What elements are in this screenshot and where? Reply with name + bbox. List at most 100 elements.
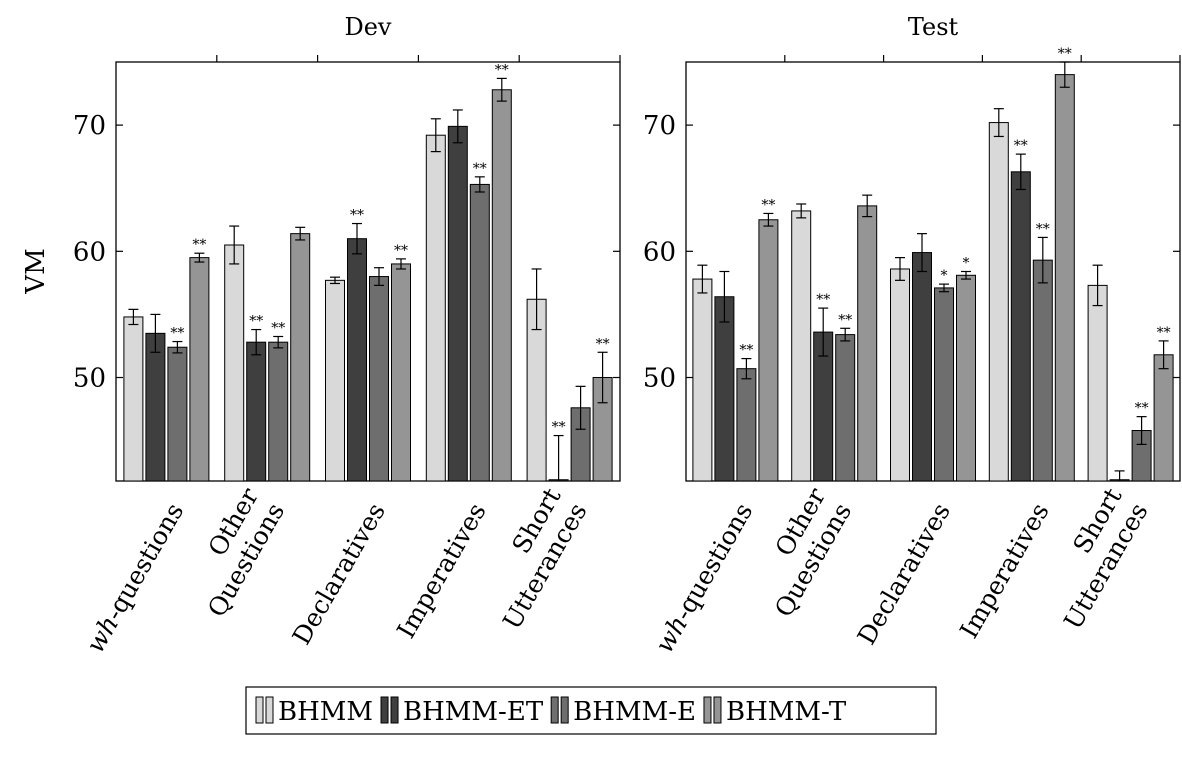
significance-marker: **: [473, 161, 487, 177]
legend-item: BHMM-E: [550, 696, 696, 727]
bar: [1054, 74, 1075, 482]
significance-marker: **: [495, 62, 509, 78]
bar: [890, 268, 910, 482]
significance-marker: *: [963, 256, 970, 272]
legend-swatch: [703, 696, 712, 724]
panel-dev: Dev 50 60 70 ** ** ** ** ** ** ** ** ** ** wh-question…: [73, 13, 621, 658]
significance-marker: **: [170, 326, 184, 342]
plot-frame: [685, 61, 1181, 482]
x-tick-label: Declaratives: [852, 498, 956, 650]
legend-swatch: [550, 696, 559, 724]
x-tick-label-line: wh-questions: [649, 498, 758, 658]
legend-item: BHMM-T: [703, 696, 847, 727]
legend-box: [245, 686, 937, 735]
legend-item: BHMM: [255, 696, 373, 727]
significance-marker: **: [1036, 221, 1050, 237]
legend-swatch: [390, 696, 399, 724]
bar: [369, 276, 389, 482]
bar: [268, 341, 289, 482]
bar: [692, 278, 713, 482]
bar: [290, 233, 311, 482]
bar: [425, 134, 446, 482]
significance-marker: **: [596, 336, 610, 352]
bar: [956, 274, 976, 482]
bar: [469, 183, 490, 482]
panel-title: Dev: [344, 13, 391, 41]
legend-swatch: [713, 696, 722, 724]
x-tick-label: Imperatives: [954, 498, 1055, 643]
legend-label: BHMM: [278, 697, 373, 727]
y-tick-label: 70: [73, 111, 106, 141]
y-tick-label: 70: [643, 111, 676, 141]
bar: [758, 219, 779, 482]
bar: [189, 257, 210, 482]
bar: [224, 244, 245, 482]
bar: [145, 332, 166, 482]
bar: [491, 89, 512, 482]
bar: [123, 316, 144, 482]
significance-marker: **: [192, 237, 206, 253]
x-tick-label-line: Imperatives: [954, 498, 1055, 643]
legend-label: BHMM-ET: [403, 697, 544, 727]
x-tick-label: Imperatives: [391, 498, 492, 643]
significance-marker: **: [761, 197, 775, 213]
x-tick-label-line: wh-questions: [80, 498, 189, 658]
bar: [714, 296, 735, 482]
significance-marker: **: [249, 314, 263, 330]
y-tick-label: 60: [643, 237, 676, 267]
bar: [1153, 354, 1174, 482]
bar: [857, 205, 878, 482]
legend-label: BHMM-T: [726, 697, 847, 727]
significance-marker: **: [350, 208, 364, 224]
x-tick-label-line: Declaratives: [852, 498, 956, 650]
x-tick-label: wh-questions: [80, 498, 189, 658]
bar: [325, 279, 345, 482]
significance-marker: **: [1157, 325, 1171, 341]
significance-marker: **: [739, 343, 753, 359]
x-tick-label: Declaratives: [287, 498, 391, 650]
legend-swatch: [380, 696, 389, 724]
x-tick-label-line: Declaratives: [287, 498, 391, 650]
significance-marker: **: [552, 420, 566, 436]
legend-swatch: [255, 696, 264, 724]
y-tick-label: 50: [643, 364, 676, 394]
bar: [736, 368, 757, 482]
bar: [246, 341, 267, 482]
legend-swatch: [560, 696, 569, 724]
plot-frame: [115, 61, 621, 482]
legend-item: BHMM-ET: [380, 696, 544, 727]
bar: [835, 334, 856, 482]
significance-marker: **: [394, 243, 408, 259]
bar: [1087, 284, 1108, 482]
bar: [447, 125, 468, 482]
significance-marker: **: [271, 320, 285, 336]
bar: [791, 210, 812, 482]
bar: [167, 346, 188, 482]
bar: [1010, 171, 1031, 482]
y-tick-label: 50: [73, 364, 106, 394]
significance-marker: **: [1058, 46, 1072, 62]
legend: BHMM BHMM-ET BHMM-E BHMM-T: [245, 686, 937, 735]
y-tick-label: 60: [73, 237, 106, 267]
significance-marker: *: [941, 268, 948, 284]
bar: [934, 287, 954, 482]
bar: [347, 238, 367, 482]
panel-test: Test506070********************wh-questio…: [643, 13, 1181, 658]
bar: [988, 122, 1009, 482]
bar: [391, 263, 411, 482]
significance-marker: **: [1014, 138, 1028, 154]
y-axis-label: VM: [21, 248, 51, 294]
legend-swatch: [265, 696, 274, 724]
significance-marker: **: [838, 312, 852, 328]
significance-marker: **: [816, 292, 830, 308]
x-tick-label-line: Imperatives: [391, 498, 492, 643]
legend-label: BHMM-E: [573, 697, 696, 727]
panel-title: Test: [908, 13, 959, 41]
bar: [1032, 259, 1053, 482]
x-tick-label: wh-questions: [649, 498, 758, 658]
